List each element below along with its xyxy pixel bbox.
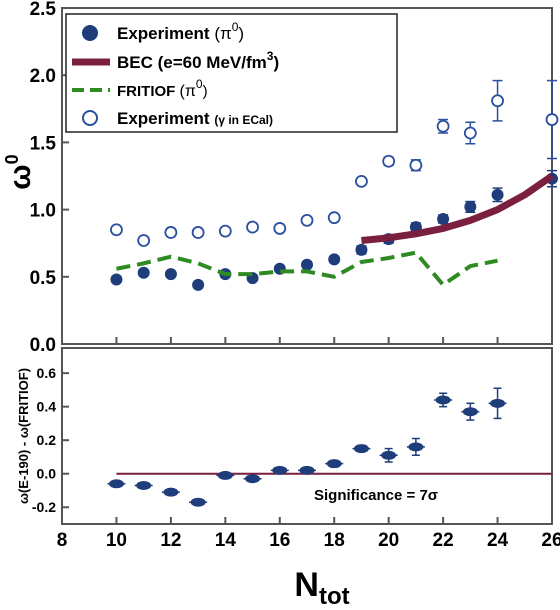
x-tick-label: 22 (433, 530, 454, 551)
top-y-tick-label: 1.0 (30, 201, 56, 222)
bottom-y-axis-label: ω(E-190) - ω(FRITIOF) (16, 368, 31, 504)
experiment-gamma-point (409, 158, 423, 172)
experiment-gamma-point (164, 226, 178, 239)
difference-point (408, 442, 424, 452)
bottom-y-tick-label: 0.6 (37, 365, 57, 381)
difference-point (217, 470, 233, 480)
x-tick-label: 16 (269, 530, 290, 551)
experiment-pi0-point (437, 213, 450, 226)
difference-point (245, 474, 261, 484)
legend-marker-experiment-pi0 (82, 25, 98, 41)
x-ticks: 8 10 12 14 16 18 20 22 24 26 (57, 337, 560, 551)
experiment-gamma-point (436, 119, 450, 133)
experiment-pi0-point (164, 268, 177, 281)
experiment-gamma-point (300, 213, 314, 227)
legend-entry-experiment-gamma: Experiment (γ in ECal) (117, 109, 273, 128)
experiment-gamma-point (327, 211, 341, 225)
experiment-gamma-point (355, 174, 368, 188)
bottom-series (107, 387, 552, 507)
difference-point (163, 487, 179, 497)
experiment-pi0-point (464, 200, 477, 213)
experiment-pi0-point (328, 253, 341, 266)
bottom-y-tick-label: 0.4 (37, 399, 57, 415)
difference-point (136, 480, 152, 490)
experiment-pi0-point (192, 278, 205, 291)
top-panel: 0.0 0.5 1.0 1.5 2.0 2.5 ω0 Experiment (π0) BE… (2, 0, 559, 356)
experiment-gamma-point (191, 226, 205, 239)
top-y-tick-label: 1.5 (30, 133, 57, 154)
top-y-tick-label: 0.5 (30, 268, 57, 289)
difference-point (326, 459, 342, 469)
top-y-tick-label: 0.0 (30, 335, 56, 356)
bottom-y-tick-label: -0.2 (32, 499, 56, 515)
legend-entry-fritiof: FRITIOF (π0) (117, 77, 208, 100)
legend: Experiment (π0) BEC (e=60 MeV/fm3) FRITI… (65, 13, 398, 133)
experiment-gamma-point (110, 223, 123, 237)
top-y-tick-label: 2.5 (30, 0, 57, 20)
difference-point (381, 450, 397, 460)
experiment-gamma-point (463, 126, 477, 140)
experiment-gamma-point (218, 224, 232, 238)
difference-point (272, 465, 288, 475)
experiment-gamma-point (273, 222, 287, 235)
experiment-pi0-point (355, 243, 368, 256)
experiment-pi0-point (110, 273, 123, 286)
difference-point (353, 444, 369, 454)
experiment-gamma-point (491, 94, 504, 108)
x-tick-label: 10 (106, 530, 127, 551)
bottom-panel: -0.2 0.0 0.2 0.4 0.6 8 10 12 14 16 18 20 22 24 26 ω(E… (16, 337, 560, 610)
difference-point (299, 465, 315, 475)
experiment-gamma-point (545, 113, 559, 126)
bottom-y-tick-label: 0.2 (37, 432, 57, 448)
x-tick-label: 8 (57, 530, 68, 551)
experiment-pi0-point (491, 188, 504, 201)
bottom-y-ticks: -0.2 0.0 0.2 0.4 0.6 (32, 365, 69, 515)
legend-entry-experiment-pi0: Experiment (π0) (117, 20, 244, 43)
bec-curve (361, 173, 554, 244)
experiment-pi0-point (137, 266, 150, 279)
difference-point (435, 395, 451, 405)
bottom-y-tick-label: 0.0 (37, 466, 57, 482)
top-series (110, 79, 559, 291)
x-tick-label: 20 (378, 530, 399, 551)
x-tick-label: 18 (324, 530, 345, 551)
top-y-tick-label: 2.0 (30, 66, 56, 87)
difference-point (462, 407, 478, 417)
difference-point (490, 398, 506, 408)
significance-annotation: Significance = 7σ (314, 487, 438, 504)
experiment-gamma-point (137, 234, 151, 247)
legend-marker-experiment-gamma (82, 110, 98, 126)
experiment-gamma-point (382, 154, 396, 168)
x-axis-label: Ntot (294, 566, 349, 610)
fritiof-curve (116, 250, 498, 287)
experiment-gamma-point (246, 220, 259, 234)
x-tick-label: 14 (215, 530, 237, 551)
x-tick-label: 24 (487, 530, 509, 551)
legend-entry-bec: BEC (e=60 MeV/fm3) (117, 49, 279, 72)
difference-point (108, 479, 124, 489)
difference-point (190, 497, 206, 507)
bottom-plot-frame (61, 347, 553, 525)
x-tick-label: 26 (541, 530, 560, 551)
experiment-pi0-point (301, 258, 313, 271)
x-tick-label: 12 (160, 530, 181, 551)
legend-box (65, 13, 398, 133)
top-y-axis-label: ω0 (2, 154, 37, 189)
